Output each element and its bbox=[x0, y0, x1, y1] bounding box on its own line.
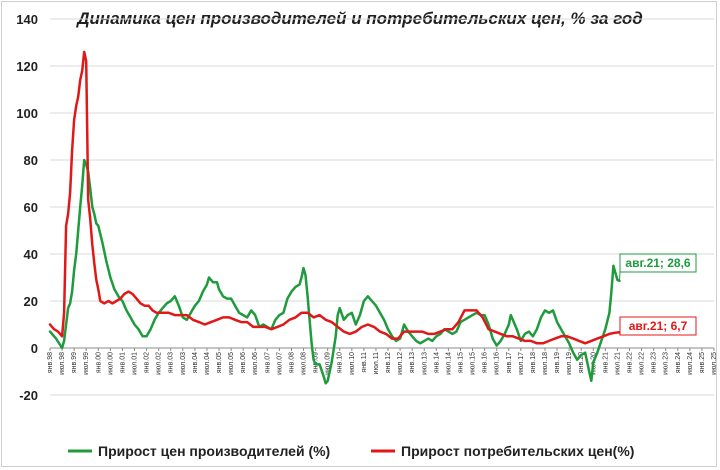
x-tick-label: янв.21 bbox=[602, 352, 609, 373]
x-tick-label: янв.01 bbox=[119, 352, 126, 373]
x-tick-label: янв.25 bbox=[699, 352, 706, 373]
y-tick-label: -20 bbox=[19, 388, 38, 403]
x-tick-label: июл.01 bbox=[132, 352, 139, 375]
x-tick-label: июл.12 bbox=[397, 352, 404, 375]
x-tick-label: июл.04 bbox=[204, 352, 211, 375]
x-tick-label: янв.07 bbox=[264, 352, 271, 373]
x-tick-label: янв.14 bbox=[433, 352, 440, 373]
x-tick-label: янв.00 bbox=[95, 352, 102, 373]
grid-layer bbox=[50, 18, 714, 396]
callout-label: авг.21; 6,7 bbox=[629, 319, 688, 333]
x-tick-label: июл.13 bbox=[421, 352, 428, 375]
x-tick-label: июл.23 bbox=[663, 352, 670, 375]
y-tick-label: 80 bbox=[24, 153, 38, 168]
x-tick-label: июл.07 bbox=[276, 352, 283, 375]
x-tick-label: янв.10 bbox=[337, 352, 344, 373]
x-tick-label: июл.05 bbox=[228, 352, 235, 375]
series-layer bbox=[48, 50, 621, 385]
x-tick-label: янв.13 bbox=[409, 352, 416, 373]
y-tick-label: 0 bbox=[31, 341, 38, 356]
x-tick-label: июл.18 bbox=[542, 352, 549, 375]
x-tick-label: янв.20 bbox=[578, 352, 585, 373]
x-tick-label: янв.15 bbox=[457, 352, 464, 373]
x-tick-label: янв.08 bbox=[288, 352, 295, 373]
x-tick-label: янв.23 bbox=[651, 352, 658, 373]
callout-layer: авг.21; 28,6 авг.21; 6,7 bbox=[618, 253, 697, 336]
y-tick-label: 60 bbox=[24, 200, 38, 215]
x-tick-label: июл.14 bbox=[445, 352, 452, 375]
x-tick-label: янв.05 bbox=[216, 352, 223, 373]
x-tick-label: июл.15 bbox=[470, 352, 477, 375]
axis-layer: -20 0 20 40 60 80 100 120 140 янв.98 июл.98 янв.99 и… bbox=[16, 12, 718, 403]
callout-box bbox=[619, 253, 697, 273]
x-tick-label: янв.98 bbox=[47, 352, 54, 373]
callout-label: авг.21; 28,6 bbox=[625, 256, 691, 270]
x-tick-label: июл.08 bbox=[301, 352, 308, 375]
callout-box bbox=[619, 316, 697, 336]
legend-label-producer: Прирост цен производителей (%) bbox=[98, 443, 330, 459]
x-tick-label: янв.17 bbox=[506, 352, 513, 373]
y-tick-label: 120 bbox=[16, 59, 38, 74]
x-tick-label: июл.21 bbox=[614, 352, 621, 375]
x-tick-label: янв.04 bbox=[192, 352, 199, 373]
y-tick-label: 20 bbox=[24, 294, 38, 309]
x-tick-label: июл.98 bbox=[59, 352, 66, 375]
x-tick-label: июл.10 bbox=[349, 352, 356, 375]
x-tick-label: янв.22 bbox=[626, 352, 633, 373]
x-tick-label: янв.99 bbox=[71, 352, 78, 373]
legend-label-consumer: Прирост потребительских цен(%) bbox=[401, 443, 634, 459]
x-tick-label: янв.16 bbox=[482, 352, 489, 373]
x-tick-label: июл.16 bbox=[494, 352, 501, 375]
series-line-consumer bbox=[48, 50, 621, 345]
x-tick-label: июл.06 bbox=[252, 352, 259, 375]
x-tick-label: июл.19 bbox=[566, 352, 573, 375]
x-tick-label: янв.06 bbox=[240, 352, 247, 373]
x-tick-label: июл.11 bbox=[373, 352, 380, 374]
y-tick-label: 100 bbox=[16, 106, 38, 121]
x-tick-label: июл.22 bbox=[639, 352, 646, 375]
x-tick-label: июл.09 bbox=[325, 352, 332, 375]
x-tick-label: июл.02 bbox=[156, 352, 163, 375]
x-tick-label: июл.25 bbox=[711, 352, 718, 375]
x-tick-label: янв.24 bbox=[675, 352, 682, 373]
x-tick-label: янв.03 bbox=[168, 352, 175, 373]
x-tick-label: июл.24 bbox=[687, 352, 694, 375]
x-tick-label: янв.12 bbox=[385, 352, 392, 373]
x-tick-label: янв.02 bbox=[144, 352, 151, 373]
x-tick-label: янв.11 bbox=[361, 352, 368, 373]
x-tick-label: июл.99 bbox=[83, 352, 90, 375]
x-tick-label: июл.00 bbox=[107, 352, 114, 375]
series-line-producer bbox=[48, 158, 621, 385]
x-tick-label: янв.19 bbox=[554, 352, 561, 373]
y-tick-label: 40 bbox=[24, 247, 38, 262]
x-tick-label: июл.17 bbox=[518, 352, 525, 375]
legend: Прирост цен производителей (%) Прирост п… bbox=[68, 443, 634, 459]
callout-leader bbox=[618, 271, 621, 281]
x-tick-label: июл.03 bbox=[180, 352, 187, 375]
x-tick-label: янв.18 bbox=[530, 352, 537, 373]
y-tick-label: 140 bbox=[16, 12, 38, 27]
